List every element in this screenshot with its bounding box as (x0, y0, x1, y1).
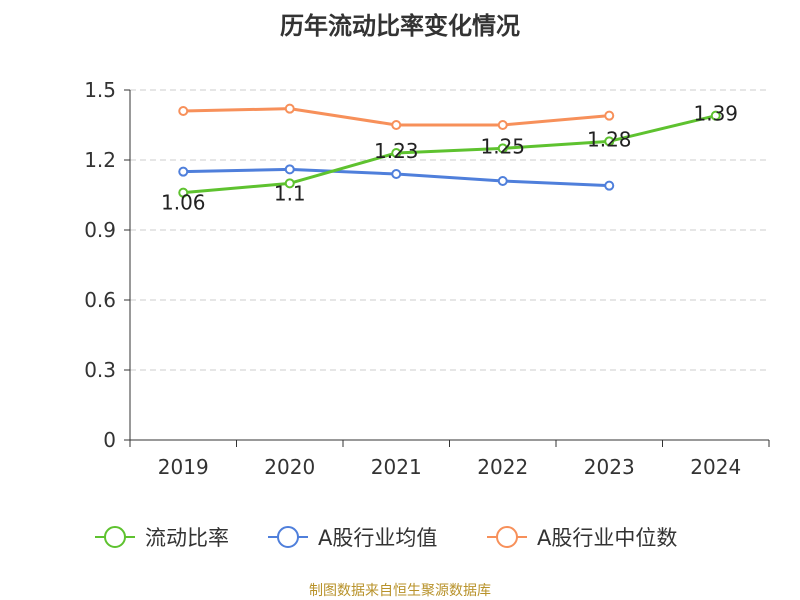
data-point (604, 136, 615, 147)
data-label: 1.39 (693, 102, 738, 126)
legend-marker (277, 526, 299, 548)
source-footer: 制图数据来自恒生聚源数据库 (309, 583, 491, 599)
y-tick-label: 1.2 (84, 148, 116, 172)
data-label: 1.06 (161, 191, 206, 215)
data-point (604, 180, 615, 191)
data-label: 1.23 (374, 139, 419, 163)
legend-marker (496, 526, 518, 548)
x-tick-label: 2019 (158, 455, 209, 479)
chart-title: 历年流动比率变化情况 (280, 12, 520, 40)
x-tick-label: 2023 (584, 455, 635, 479)
y-tick-label: 0.6 (84, 288, 116, 312)
x-tick-label: 2020 (264, 455, 315, 479)
y-tick-label: 0.9 (84, 218, 116, 242)
data-label: 1.25 (480, 134, 525, 158)
data-point (178, 106, 189, 116)
y-tick-label: 0 (103, 428, 116, 452)
legend-marker (104, 526, 126, 548)
data-point (497, 176, 508, 186)
data-point (284, 178, 295, 189)
x-tick-label: 2021 (371, 455, 422, 479)
x-tick-label: 2022 (477, 455, 528, 479)
y-tick-label: 0.3 (84, 358, 116, 382)
data-point (497, 143, 508, 154)
y-tick-label: 1.5 (84, 78, 116, 102)
data-point (604, 110, 615, 121)
data-point (710, 110, 721, 121)
x-tick-label: 2024 (690, 455, 741, 479)
data-point (284, 164, 295, 175)
data-point (178, 166, 189, 177)
data-point (284, 103, 295, 114)
legend-label: A股行业中位数 (537, 526, 677, 550)
data-point (391, 169, 402, 179)
data-point (391, 148, 402, 158)
data-label: 1.28 (587, 127, 632, 151)
series-line-1 (183, 114, 717, 195)
data-point (497, 120, 508, 130)
legend-label: A股行业均值 (318, 526, 437, 550)
data-point (178, 187, 189, 198)
data-label: 1.1 (274, 181, 306, 205)
data-point (391, 120, 402, 130)
legend-label: 流动比率 (145, 526, 229, 550)
